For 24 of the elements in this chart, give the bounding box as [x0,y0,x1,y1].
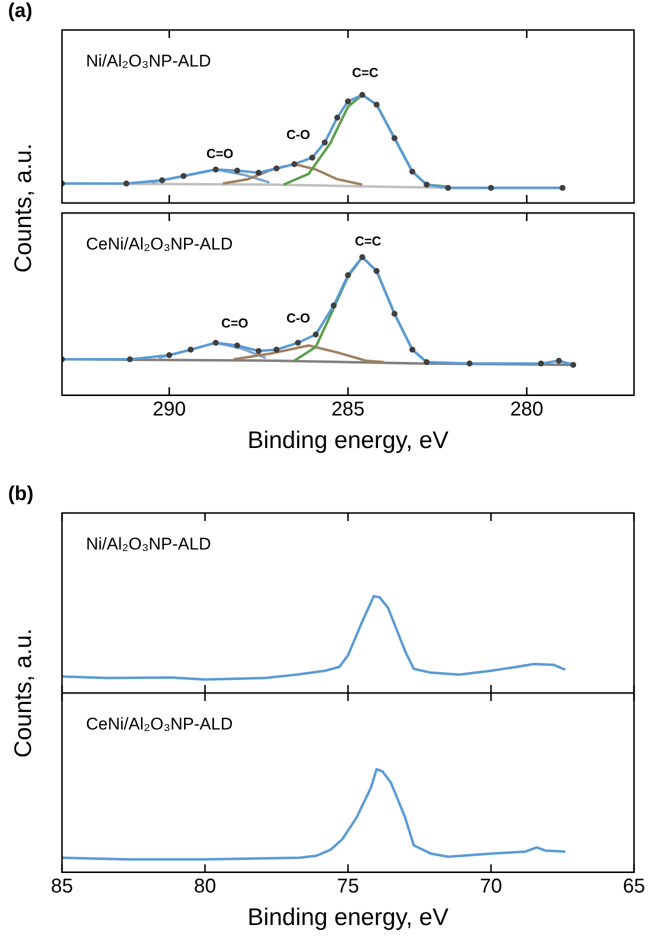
chart-title: (b) [8,483,34,506]
annotation: C=O [206,146,234,162]
x-axis-title: Binding energy, eV [247,427,449,454]
chart-subtitle: Ni/Al₂O₃NP-ALD [86,534,211,554]
text: C=C [354,234,382,249]
x-tick-label: 280 [510,398,544,421]
x-tick-label: 85 [50,876,74,898]
annotation: C=O [221,316,248,331]
x-tick-label: 75 [336,876,360,898]
x-tick-label: 65 [622,876,646,898]
x-tick-label: 80 [194,876,216,898]
chart-subtitle: CeNi/Al₂O₃NP-ALD [86,234,233,254]
annotation: C-O [286,127,310,142]
chart-title: (a) [8,0,32,23]
x-tick-label: 70 [480,876,502,898]
annotation: C-O [286,310,310,326]
chart-subtitle: Ni/Al₂O₃NP-ALD [86,52,211,71]
x-tick-label: 290 [152,398,186,421]
text: C=C [352,64,379,80]
y-axis-title: Counts, a.u. [10,143,38,273]
y-axis-title: Counts, a.u. [10,628,38,758]
x-axis-title: Binding energy, eV [247,904,449,932]
x-tick-label: 285 [331,398,365,421]
chart-subtitle: CeNi/Al₂O₃NP-ALD [86,714,233,734]
